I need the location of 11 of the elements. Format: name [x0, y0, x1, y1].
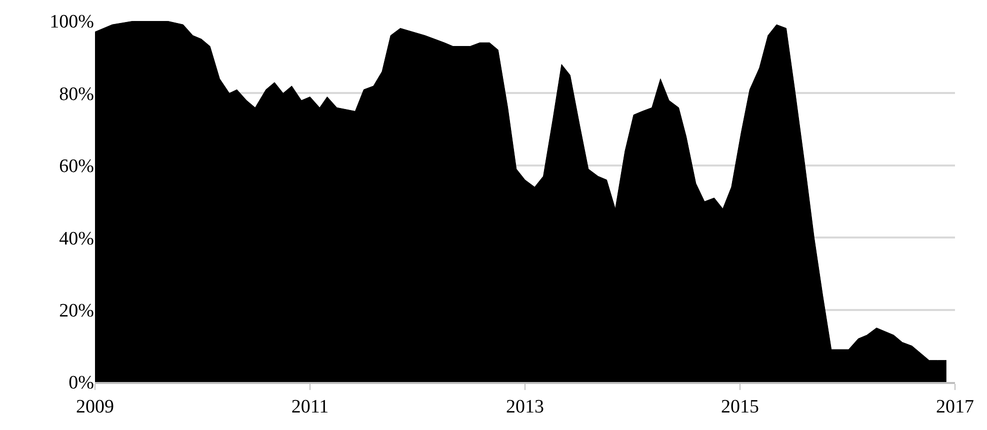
y-tick-label: 60% [59, 156, 94, 178]
y-tick-label: 100% [50, 12, 94, 33]
x-tick-label: 2017 [936, 396, 974, 418]
x-tick-label: 2009 [76, 396, 114, 418]
y-tick-label: 20% [59, 300, 94, 322]
x-tick-label: 2013 [506, 396, 544, 418]
x-tick-label: 2011 [291, 396, 329, 418]
y-tick-label: 40% [59, 228, 94, 250]
y-tick-label: 0% [68, 372, 94, 394]
y-tick-label: 80% [59, 84, 94, 105]
x-tick-label: 2015 [721, 396, 759, 418]
